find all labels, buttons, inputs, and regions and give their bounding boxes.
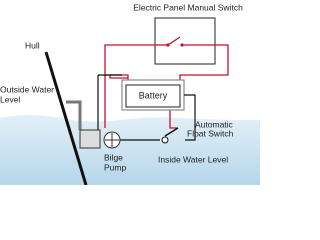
float [161, 136, 169, 144]
pump-blades [105, 133, 119, 147]
diagram: Electric Panel Manual Switch Hull Outsid… [0, 2, 260, 185]
switch-contact [166, 43, 170, 47]
label: Float Switch [187, 128, 234, 138]
pipe [66, 100, 82, 130]
battery [125, 84, 181, 108]
float-arm [164, 127, 179, 137]
label: Battery [139, 90, 168, 100]
wires-black [97, 74, 196, 141]
label: Bilge [104, 152, 123, 162]
label: Level [0, 94, 20, 104]
label: Hull [25, 40, 40, 50]
label: Automatic [195, 119, 234, 129]
panel-box [154, 17, 216, 65]
switch-contact [180, 43, 184, 47]
pump-body [79, 129, 101, 149]
label: Pump [104, 162, 126, 172]
label: Outside Water [0, 84, 54, 94]
label: Inside Water Level [158, 154, 228, 164]
hull-line [44, 51, 88, 185]
label: Electric Panel Manual Switch [133, 2, 243, 12]
